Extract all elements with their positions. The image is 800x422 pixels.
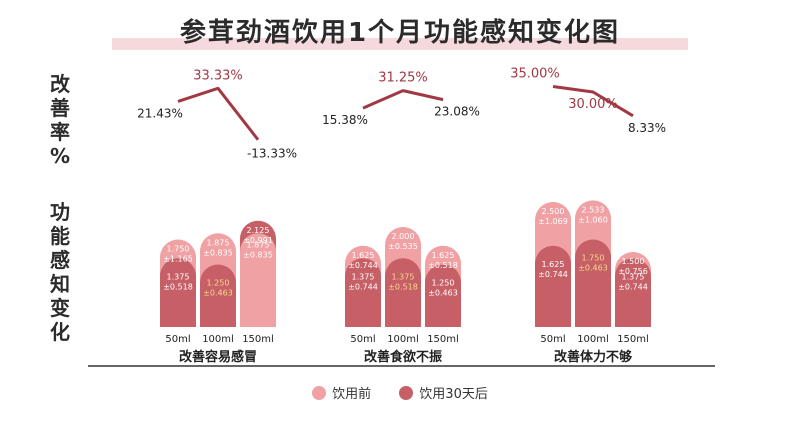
title-highlight xyxy=(112,38,688,50)
category-label-g1-1: 100ml xyxy=(387,334,419,345)
value-label-top-g0-0: 1.750 ±1.165 xyxy=(163,245,193,264)
value-label-top-g1-0: 1.625 ±0.744 xyxy=(348,251,378,270)
legend: 饮用前 饮用30天后 xyxy=(0,383,800,404)
bar-after-g2-1 xyxy=(575,239,611,327)
value-label-top-g2-2: 1.500 ±0.756 xyxy=(618,257,648,276)
value-label-low-g2-2: 1.375 ±0.744 xyxy=(618,272,648,291)
value-label-top-g1-1: 2.000 ±0.535 xyxy=(388,232,418,251)
improvement-label-g1-1: 31.25% xyxy=(378,71,428,86)
bar-after-g1-2 xyxy=(425,264,461,327)
value-label-top-g2-0: 2.500 ±1.069 xyxy=(538,207,568,226)
value-label-low-g1-0: 1.375 ±0.744 xyxy=(348,272,378,291)
bar-after-g1-0 xyxy=(345,258,381,327)
group-label-g1: 改善食欲不振 xyxy=(364,349,442,365)
legend-item-after: 饮用30天后 xyxy=(399,383,488,402)
side-label-function-change: 功能感知变化 xyxy=(50,200,70,344)
value-label-low-g2-0: 1.625 ±0.744 xyxy=(538,260,568,279)
value-label-low-g0-1: 1.250 ±0.463 xyxy=(203,279,233,298)
value-label-low-g0-0: 1.375 ±0.518 xyxy=(163,272,193,291)
legend-label-before: 饮用前 xyxy=(332,387,372,402)
value-label-low-g2-1: 1.750 ±0.463 xyxy=(578,254,608,273)
category-label-g1-2: 150ml xyxy=(427,334,459,345)
value-label-top-g0-2: 2.125 ±0.991 xyxy=(243,226,273,245)
category-label-g2-2: 150ml xyxy=(617,334,649,345)
improvement-line-g1 xyxy=(362,89,444,110)
group-label-g0: 改善容易感冒 xyxy=(179,349,257,365)
improvement-label-g2-2: 8.33% xyxy=(628,121,666,135)
value-label-top-g0-1: 1.875 ±0.835 xyxy=(203,238,233,257)
chart-title: 参茸劲酒饮用1个月功能感知变化图 xyxy=(179,18,621,48)
improvement-label-g1-0: 15.38% xyxy=(322,113,368,127)
improvement-label-g0-1: 33.33% xyxy=(193,68,243,83)
category-label-g0-1: 100ml xyxy=(202,334,234,345)
category-label-g0-2: 150ml xyxy=(242,334,274,345)
value-label-top-g1-2: 1.625 ±0.518 xyxy=(428,251,458,270)
improvement-label-g2-0: 35.00% xyxy=(510,67,560,82)
value-label-low-g1-1: 1.375 ±0.518 xyxy=(388,272,418,291)
bar-after-g0-0 xyxy=(160,258,196,327)
legend-label-after: 饮用30天后 xyxy=(419,387,488,402)
improvement-line-g0 xyxy=(177,86,260,141)
bar-after-g1-1 xyxy=(385,258,421,327)
legend-item-before: 饮用前 xyxy=(312,383,371,402)
side-label-improvement-rate: 改善率% xyxy=(49,72,71,168)
bar-after-g0-1 xyxy=(200,264,237,327)
value-label-top-g2-1: 2.533 ±1.060 xyxy=(578,205,608,224)
category-label-g2-0: 50ml xyxy=(540,334,565,345)
legend-swatch-before xyxy=(312,385,327,400)
value-label-low-g0-2: 1.875 ±0.835 xyxy=(243,240,273,259)
improvement-label-g1-2: 23.08% xyxy=(434,105,480,119)
category-label-g0-0: 50ml xyxy=(165,334,190,345)
bar-after-g2-2 xyxy=(615,258,651,327)
bar-after-g2-0 xyxy=(535,245,571,327)
category-label-g2-1: 100ml xyxy=(577,334,609,345)
category-label-g1-0: 50ml xyxy=(350,334,375,345)
bar-before-g0-2 xyxy=(240,233,276,327)
improvement-label-g0-2: -13.33% xyxy=(247,147,297,161)
improvement-label-g0-0: 21.43% xyxy=(137,106,183,120)
value-label-low-g1-2: 1.250 ±0.463 xyxy=(428,279,458,298)
legend-swatch-after xyxy=(399,385,414,400)
group-label-g2: 改善体力不够 xyxy=(554,349,632,365)
improvement-label-g2-1: 30.00% xyxy=(568,97,618,112)
